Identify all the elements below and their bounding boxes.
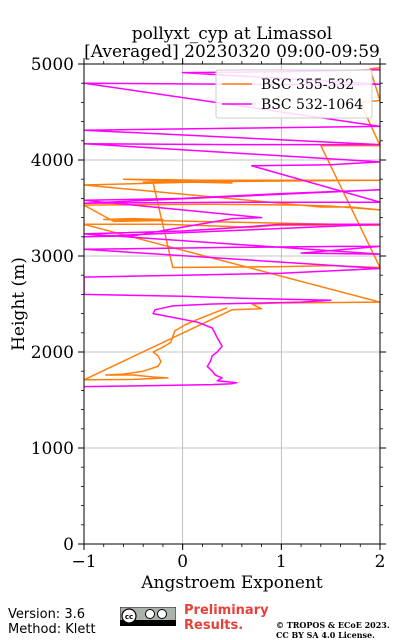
copyright-note: © TROPOS & ECoE 2023. CC BY SA 4.0 Licen… bbox=[276, 620, 390, 640]
legend-box bbox=[215, 69, 373, 119]
y-tick-label: 1000 bbox=[31, 439, 74, 459]
chart-title-line2: [Averaged] 20230320 09:00-09:59 bbox=[84, 42, 380, 62]
y-tick-label: 5000 bbox=[31, 55, 74, 75]
x-tick-label: 2 bbox=[375, 552, 386, 572]
cc-by-sa-logo: cc bbox=[120, 607, 176, 626]
copyright-line2: CC BY SA 4.0 License. bbox=[276, 630, 375, 640]
preliminary-line2: Results. bbox=[184, 618, 244, 633]
legend-label-bsc-532-1064: BSC 532-1064 bbox=[261, 97, 363, 113]
y-tick-label: 0 bbox=[63, 535, 74, 555]
series-layer bbox=[84, 67, 380, 388]
legend: BSC 355-532 BSC 532-1064 bbox=[215, 69, 373, 119]
y-axis-label: Height (m) bbox=[9, 257, 29, 351]
chart: pollyxt_cyp at Limassol [Averaged] 20230… bbox=[9, 24, 386, 593]
preliminary-line1: Preliminary bbox=[184, 603, 269, 618]
x-axis-label: Angstroem Exponent bbox=[140, 573, 323, 593]
plot-frame bbox=[83, 63, 381, 545]
chart-title-line1: pollyxt_cyp at Limassol bbox=[132, 24, 332, 44]
x-tick-label: −1 bbox=[71, 552, 96, 572]
copyright-line1: © TROPOS & ECoE 2023. bbox=[276, 620, 390, 630]
version-text: Version: 3.6 bbox=[8, 607, 85, 622]
method-text: Method: Klett bbox=[8, 622, 96, 637]
legend-label-bsc-355-532: BSC 355-532 bbox=[261, 77, 354, 93]
svg-text:cc: cc bbox=[125, 613, 133, 621]
y-tick-label: 2000 bbox=[31, 343, 74, 363]
x-tick-label: 1 bbox=[276, 552, 287, 572]
y-tick-label: 4000 bbox=[31, 151, 74, 171]
series-line-bsc-532-1064 bbox=[84, 69, 380, 388]
series-line-bsc-355-532 bbox=[84, 67, 380, 381]
x-tick-label: 0 bbox=[177, 552, 188, 572]
preliminary-results-note: Preliminary Results. bbox=[184, 603, 269, 633]
y-tick-label: 3000 bbox=[31, 247, 74, 267]
